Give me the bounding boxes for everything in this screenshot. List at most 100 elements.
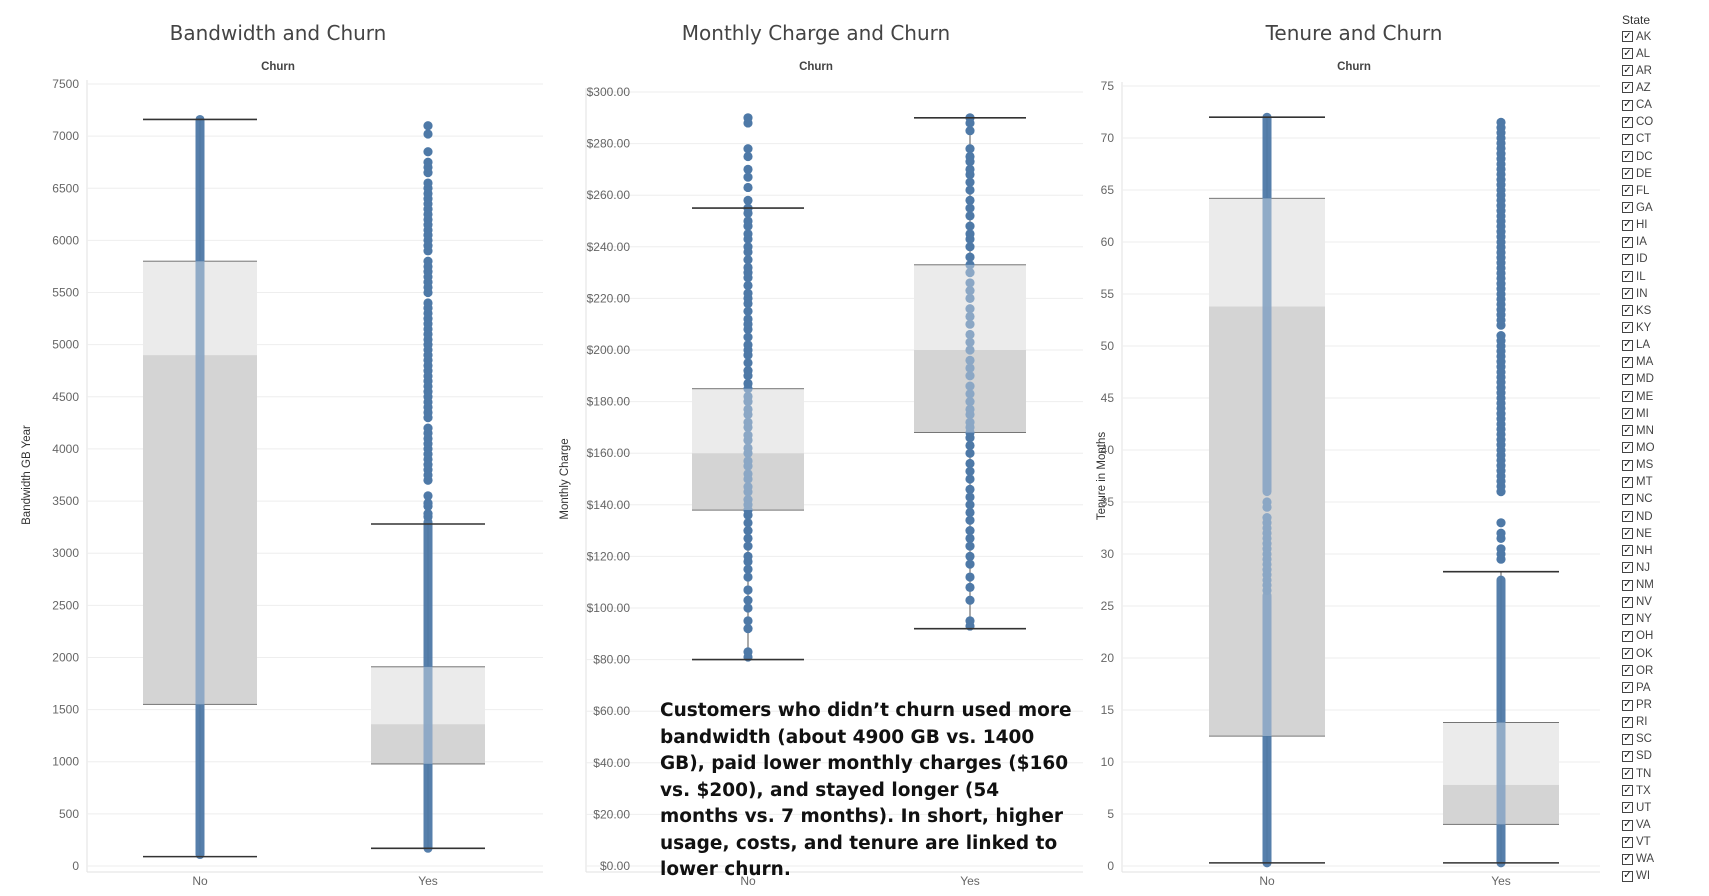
checkbox-checked-icon[interactable]: ✓ <box>1622 373 1633 385</box>
checkbox-checked-icon[interactable]: ✓ <box>1622 424 1633 437</box>
checkbox-checked-icon[interactable]: ✓ <box>1622 613 1633 625</box>
legend-item-sc[interactable]: ✓ SC <box>1622 731 1702 748</box>
legend-item-or[interactable]: ✓ OR <box>1622 662 1702 679</box>
checkbox-checked-icon[interactable]: ✓ <box>1622 716 1633 728</box>
legend-item-in[interactable]: ✓ IN <box>1622 285 1702 302</box>
legend-item-nj[interactable]: ✓ NJ <box>1622 559 1702 576</box>
checkbox-checked-icon[interactable]: ✓ <box>1622 270 1633 283</box>
legend-item-la[interactable]: ✓ LA <box>1622 337 1702 354</box>
legend-item-ky[interactable]: ✓ KY <box>1622 319 1702 336</box>
legend-item-de[interactable]: ✓ DE <box>1622 165 1702 182</box>
checkbox-checked-icon[interactable]: ✓ <box>1622 647 1633 660</box>
checkbox-checked-icon[interactable]: ✓ <box>1622 133 1633 145</box>
legend-item-mn[interactable]: ✓ MN <box>1622 422 1702 439</box>
legend-item-ms[interactable]: ✓ MS <box>1622 457 1702 474</box>
legend-item-pr[interactable]: ✓ PR <box>1622 696 1702 713</box>
checkbox-checked-icon[interactable]: ✓ <box>1622 459 1633 471</box>
checkbox-checked-icon[interactable]: ✓ <box>1622 510 1633 522</box>
legend-item-nh[interactable]: ✓ NH <box>1622 542 1702 559</box>
legend-item-va[interactable]: ✓ VA <box>1622 816 1702 833</box>
legend-item-tn[interactable]: ✓ TN <box>1622 765 1702 782</box>
checkbox-checked-icon[interactable]: ✓ <box>1622 853 1633 865</box>
legend-item-wa[interactable]: ✓ WA <box>1622 851 1702 868</box>
checkbox-checked-icon[interactable]: ✓ <box>1622 699 1633 711</box>
checkbox-checked-icon[interactable]: ✓ <box>1622 493 1633 505</box>
legend-item-nm[interactable]: ✓ NM <box>1622 577 1702 594</box>
legend-item-ri[interactable]: ✓ RI <box>1622 714 1702 731</box>
checkbox-checked-icon[interactable]: ✓ <box>1622 304 1633 317</box>
legend-item-ct[interactable]: ✓ CT <box>1622 131 1702 148</box>
legend-item-nv[interactable]: ✓ NV <box>1622 594 1702 611</box>
checkbox-checked-icon[interactable]: ✓ <box>1622 30 1633 43</box>
legend-item-ca[interactable]: ✓ CA <box>1622 97 1702 114</box>
legend-item-ut[interactable]: ✓ UT <box>1622 799 1702 816</box>
checkbox-checked-icon[interactable]: ✓ <box>1622 99 1633 111</box>
checkbox-checked-icon[interactable]: ✓ <box>1622 819 1633 831</box>
checkbox-checked-icon[interactable]: ✓ <box>1622 870 1633 882</box>
checkbox-checked-icon[interactable]: ✓ <box>1622 116 1633 128</box>
checkbox-checked-icon[interactable]: ✓ <box>1622 287 1633 300</box>
legend-item-id[interactable]: ✓ ID <box>1622 251 1702 268</box>
checkbox-checked-icon[interactable]: ✓ <box>1622 253 1633 265</box>
legend-item-mi[interactable]: ✓ MI <box>1622 405 1702 422</box>
checkbox-checked-icon[interactable]: ✓ <box>1622 630 1633 642</box>
legend-item-ak[interactable]: ✓ AK <box>1622 28 1702 45</box>
checkbox-checked-icon[interactable]: ✓ <box>1622 184 1633 197</box>
checkbox-checked-icon[interactable]: ✓ <box>1622 767 1633 780</box>
legend-item-ks[interactable]: ✓ KS <box>1622 302 1702 319</box>
checkbox-checked-icon[interactable]: ✓ <box>1622 561 1633 574</box>
legend-item-ma[interactable]: ✓ MA <box>1622 354 1702 371</box>
legend-item-tx[interactable]: ✓ TX <box>1622 782 1702 799</box>
legend-item-vt[interactable]: ✓ VT <box>1622 834 1702 851</box>
checkbox-checked-icon[interactable]: ✓ <box>1622 664 1633 677</box>
legend-item-me[interactable]: ✓ ME <box>1622 388 1702 405</box>
legend-item-sd[interactable]: ✓ SD <box>1622 748 1702 765</box>
legend-item-nc[interactable]: ✓ NC <box>1622 491 1702 508</box>
legend-item-ok[interactable]: ✓ OK <box>1622 645 1702 662</box>
checkbox-checked-icon[interactable]: ✓ <box>1622 339 1633 351</box>
checkbox-checked-icon[interactable]: ✓ <box>1622 150 1633 163</box>
legend-item-az[interactable]: ✓ AZ <box>1622 79 1702 96</box>
checkbox-checked-icon[interactable]: ✓ <box>1622 47 1633 60</box>
checkbox-checked-icon[interactable]: ✓ <box>1622 681 1633 694</box>
legend-item-fl[interactable]: ✓ FL <box>1622 182 1702 199</box>
legend-item-co[interactable]: ✓ CO <box>1622 114 1702 131</box>
checkbox-checked-icon[interactable]: ✓ <box>1622 527 1633 540</box>
checkbox-checked-icon[interactable]: ✓ <box>1622 219 1633 231</box>
legend-item-il[interactable]: ✓ IL <box>1622 268 1702 285</box>
checkbox-checked-icon[interactable]: ✓ <box>1622 167 1633 180</box>
legend-item-ny[interactable]: ✓ NY <box>1622 611 1702 628</box>
legend-item-oh[interactable]: ✓ OH <box>1622 628 1702 645</box>
checkbox-checked-icon[interactable]: ✓ <box>1622 544 1633 557</box>
checkbox-checked-icon[interactable]: ✓ <box>1622 801 1633 814</box>
checkbox-checked-icon[interactable]: ✓ <box>1622 64 1633 77</box>
checkbox-checked-icon[interactable]: ✓ <box>1622 750 1633 762</box>
legend-item-pa[interactable]: ✓ PA <box>1622 679 1702 696</box>
checkbox-checked-icon[interactable]: ✓ <box>1622 733 1633 745</box>
checkbox-checked-icon[interactable]: ✓ <box>1622 579 1633 591</box>
legend-item-wi[interactable]: ✓ WI <box>1622 868 1702 885</box>
legend-item-ia[interactable]: ✓ IA <box>1622 234 1702 251</box>
legend-item-ne[interactable]: ✓ NE <box>1622 525 1702 542</box>
checkbox-checked-icon[interactable]: ✓ <box>1622 201 1633 214</box>
checkbox-checked-icon[interactable]: ✓ <box>1622 407 1633 420</box>
checkbox-checked-icon[interactable]: ✓ <box>1622 836 1633 848</box>
checkbox-checked-icon[interactable]: ✓ <box>1622 596 1633 608</box>
checkbox-checked-icon[interactable]: ✓ <box>1622 784 1633 797</box>
legend-item-al[interactable]: ✓ AL <box>1622 45 1702 62</box>
legend-item-hi[interactable]: ✓ HI <box>1622 217 1702 234</box>
checkbox-checked-icon[interactable]: ✓ <box>1622 390 1633 403</box>
legend-item-nd[interactable]: ✓ ND <box>1622 508 1702 525</box>
checkbox-checked-icon[interactable]: ✓ <box>1622 321 1633 334</box>
checkbox-checked-icon[interactable]: ✓ <box>1622 236 1633 248</box>
checkbox-checked-icon[interactable]: ✓ <box>1622 356 1633 368</box>
legend-item-md[interactable]: ✓ MD <box>1622 371 1702 388</box>
legend-item-dc[interactable]: ✓ DC <box>1622 148 1702 165</box>
legend-item-ar[interactable]: ✓ AR <box>1622 62 1702 79</box>
checkbox-checked-icon[interactable]: ✓ <box>1622 81 1633 94</box>
legend-item-ga[interactable]: ✓ GA <box>1622 199 1702 216</box>
legend-item-mo[interactable]: ✓ MO <box>1622 439 1702 456</box>
legend-item-mt[interactable]: ✓ MT <box>1622 474 1702 491</box>
checkbox-checked-icon[interactable]: ✓ <box>1622 441 1633 454</box>
checkbox-checked-icon[interactable]: ✓ <box>1622 476 1633 488</box>
